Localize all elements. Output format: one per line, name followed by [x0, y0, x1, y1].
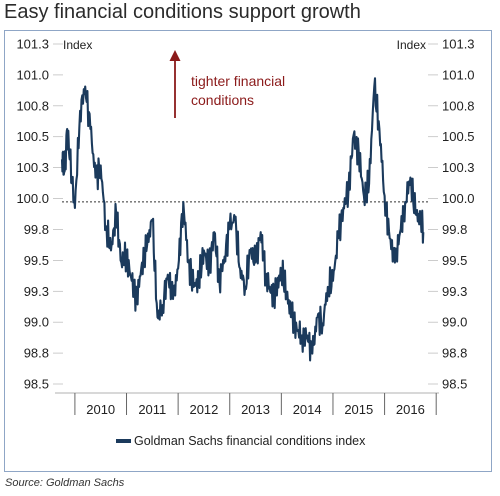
chart-frame: 101.3 101.0 100.8 100.5 100.3 100.0 99.8 99.5 99…	[4, 30, 492, 472]
y-tick-label-right: 100.5	[442, 129, 475, 144]
annotation: tighter financial conditions	[169, 50, 285, 118]
y-tick-label-right: 101.0	[442, 67, 475, 82]
y-tick-label-left: 101.0	[16, 67, 49, 82]
x-tick-label: 2012	[189, 402, 218, 417]
legend-label: Goldman Sachs financial conditions index	[134, 434, 366, 448]
legend: Goldman Sachs financial conditions index	[116, 434, 366, 448]
x-tick-label: 2016	[396, 402, 425, 417]
x-tick-label: 2013	[241, 402, 270, 417]
y-tick-label-left: 100.8	[16, 98, 49, 113]
y-tick-label-left: 99.5	[24, 253, 49, 268]
y-axis-left: 101.3 101.0 100.8 100.5 100.3 100.0 99.8 99.5 99…	[16, 37, 49, 392]
x-tick-label: 2010	[86, 402, 115, 417]
y-tick-label-right: 98.8	[442, 346, 467, 361]
y-tick-label-right: 99.8	[442, 222, 467, 237]
y-tick-label-right: 98.5	[442, 377, 467, 392]
y-axis-right: 101.3 101.0 100.8 100.5 100.3 100.0 99.8 99.5 99…	[442, 37, 475, 392]
grid-layer	[53, 43, 438, 385]
y-tick-label-left: 100.0	[16, 191, 49, 206]
x-tick-label: 2011	[138, 402, 166, 417]
y-tick-label-left: 100.5	[16, 129, 49, 144]
y-tick-label-right: 99.3	[442, 284, 467, 299]
y-tick-label-right: 100.0	[442, 191, 475, 206]
y-axis-right-title: Index	[397, 38, 426, 52]
annotation-arrowhead-icon	[169, 50, 181, 61]
y-tick-label-left: 99.3	[24, 284, 49, 299]
source-note: Source: Goldman Sachs	[5, 477, 125, 489]
series-line-gs-fci	[60, 77, 425, 362]
annotation-text-line1: tighter financial	[191, 73, 285, 89]
y-tick-label-left: 98.8	[24, 346, 49, 361]
y-tick-label-left: 99.8	[24, 222, 49, 237]
y-tick-label-right: 100.8	[442, 98, 475, 113]
y-tick-label-left: 101.3	[16, 37, 49, 52]
annotation-text-line2: conditions	[191, 92, 254, 108]
y-tick-label-left: 98.5	[24, 377, 49, 392]
x-axis: 2010 2011 2012 2013 2014 2015 2016	[55, 392, 439, 417]
chart-title: Easy financial conditions support growth	[4, 1, 361, 23]
y-tick-label-right: 101.3	[442, 37, 475, 52]
chart-svg: 101.3 101.0 100.8 100.5 100.3 100.0 99.8 99.5 99…	[16, 37, 475, 449]
x-tick-label: 2015	[344, 402, 373, 417]
y-tick-label-left: 99.0	[24, 315, 49, 330]
x-tick-label: 2014	[293, 402, 322, 417]
y-axis-left-title: Index	[63, 38, 92, 52]
y-tick-label-right: 100.3	[442, 160, 475, 175]
y-tick-label-right: 99.0	[442, 315, 467, 330]
y-tick-label-right: 99.5	[442, 253, 467, 268]
y-tick-label-left: 100.3	[16, 160, 49, 175]
